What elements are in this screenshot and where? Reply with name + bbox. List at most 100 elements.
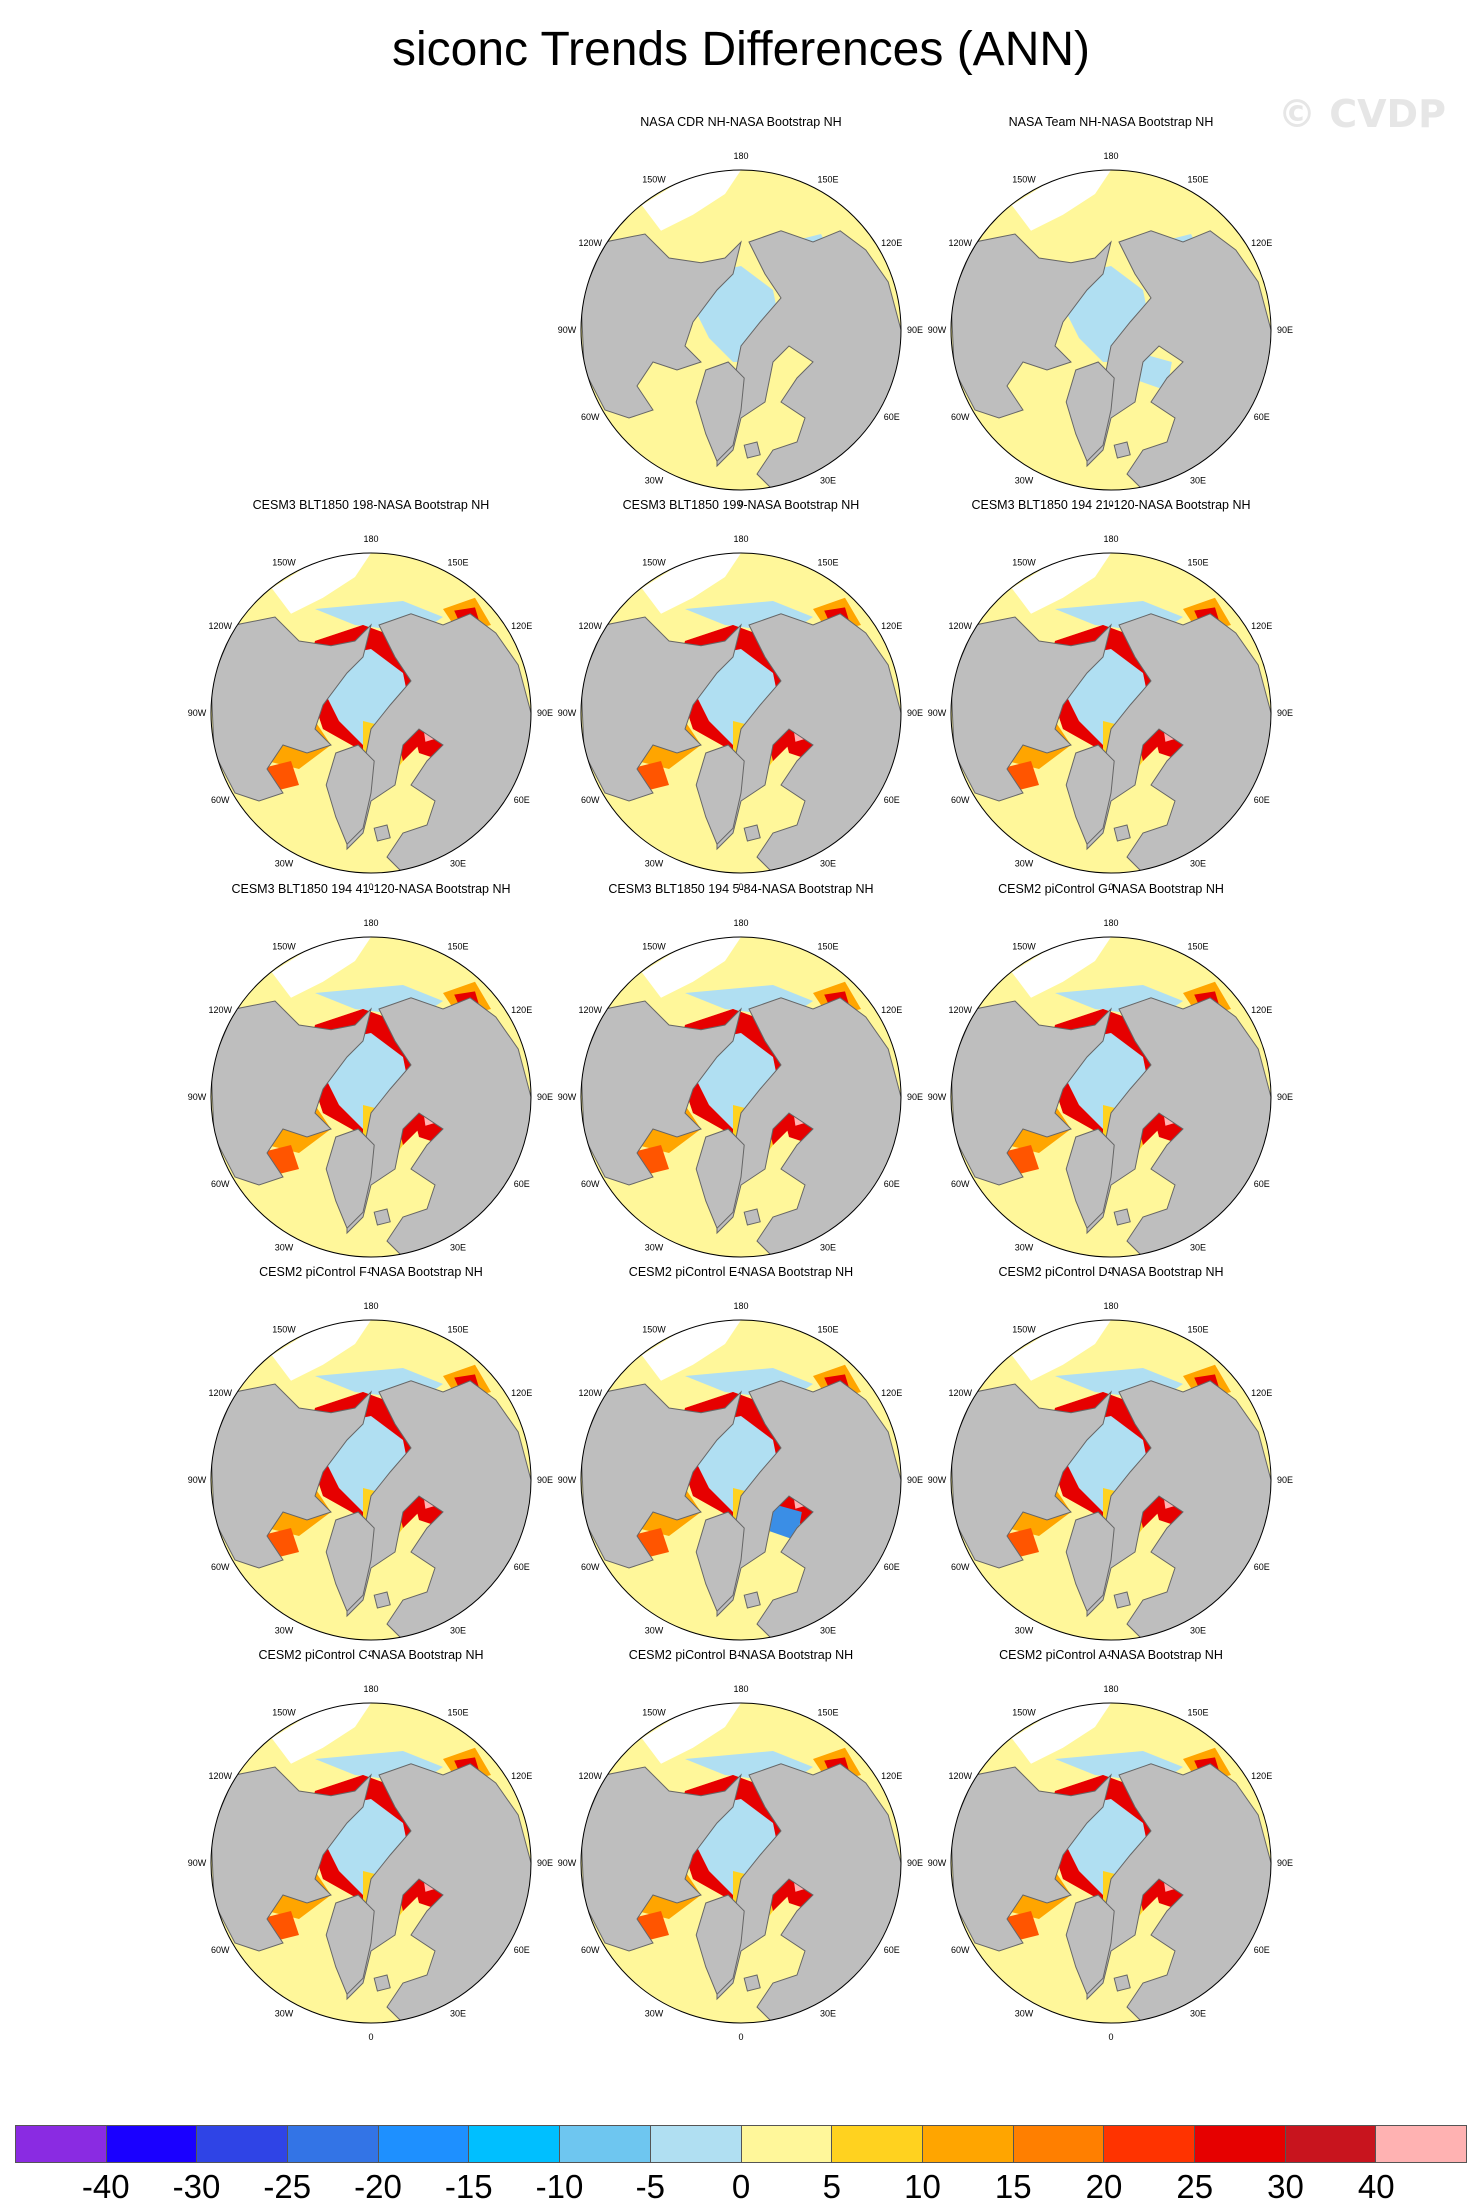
longitude-label: 30W bbox=[645, 476, 664, 486]
longitude-label: 180 bbox=[1103, 534, 1118, 544]
longitude-label: 120W bbox=[209, 621, 233, 631]
map-panel: CESM2 piControl E-NASA Bootstrap NH 180 15… bbox=[556, 1265, 926, 1659]
map-layers bbox=[581, 1703, 901, 2023]
iceland-land bbox=[743, 1591, 761, 1609]
longitude-label: 180 bbox=[733, 1684, 748, 1694]
map-panel: CESM3 BLT1850 194 5-84-NASA Bootstrap NH… bbox=[556, 882, 926, 1276]
kara-negative-region bbox=[769, 1504, 802, 1541]
missing-data-region bbox=[271, 553, 371, 614]
figure-title: siconc Trends Differences (ANN) bbox=[391, 23, 1090, 76]
longitude-label: 30W bbox=[275, 2009, 294, 2019]
polar-map: 180 150E 120E 90E 60E 30E 0 30W 60W 90W 120W 150W bbox=[188, 1684, 553, 2042]
map-panel: CESM2 piControl G-NASA Bootstrap NH 180 15… bbox=[926, 882, 1296, 1276]
map-panel: CESM2 piControl F-NASA Bootstrap NH 180 15… bbox=[186, 1265, 556, 1659]
missing-data-region bbox=[641, 1703, 741, 1764]
colorbar-tick-label: 20 bbox=[1085, 2168, 1123, 2205]
polar-map: 180 150E 120E 90E 60E 30E 0 30W 60W 90W 120W 150W bbox=[928, 1684, 1293, 2042]
missing-data-region bbox=[1011, 1703, 1111, 1764]
map-layers bbox=[951, 937, 1271, 1257]
polar-map: 180 150E 120E 90E 60E 30E 0 30W 60W 90W 120W 150W bbox=[928, 151, 1293, 509]
longitude-label: 90E bbox=[1277, 1092, 1293, 1102]
polar-map: 180 150E 120E 90E 60E 30E 0 30W 60W 90W 120W 150W bbox=[558, 918, 923, 1276]
map-outline bbox=[950, 169, 1272, 491]
colorbar-swatch bbox=[1194, 2126, 1286, 2162]
longitude-label: 120E bbox=[511, 621, 532, 631]
longitude-label: 60W bbox=[211, 1179, 230, 1189]
longitude-label: 60E bbox=[514, 1179, 530, 1189]
colorbar-tick-label: -25 bbox=[263, 2168, 312, 2205]
longitude-label: 180 bbox=[1103, 1684, 1118, 1694]
longitude-label: 90E bbox=[537, 1092, 553, 1102]
longitude-label: 120W bbox=[579, 1771, 603, 1781]
panel-title: CESM2 piControl C-NASA Bootstrap NH bbox=[258, 1648, 484, 1662]
north-america-land bbox=[581, 233, 742, 419]
longitude-label: 30W bbox=[645, 2009, 664, 2019]
longitude-label: 150E bbox=[447, 941, 468, 951]
longitude-label: 60E bbox=[514, 795, 530, 805]
panel-title: CESM2 piControl F-NASA Bootstrap NH bbox=[259, 1265, 483, 1279]
longitude-label: 90W bbox=[558, 1858, 577, 1868]
greenland-land bbox=[1065, 1894, 1115, 1996]
longitude-label: 60W bbox=[581, 1945, 600, 1955]
longitude-label: 150W bbox=[642, 557, 666, 567]
polar-map: 180 150E 120E 90E 60E 30E 0 30W 60W 90W 120W 150W bbox=[928, 534, 1293, 892]
north-america-land bbox=[951, 1000, 1112, 1186]
colorbar-tick-labels: -40 -30 -25 -20 -15 -10 -5 0 5 10 15 20 25 30 40 bbox=[0, 2168, 1482, 2208]
map-outline bbox=[950, 1702, 1272, 2024]
map-layers bbox=[211, 1320, 531, 1640]
map-outline bbox=[950, 1319, 1272, 1641]
longitude-label: 30E bbox=[820, 1626, 836, 1636]
longitude-label: 60W bbox=[581, 795, 600, 805]
longitude-label: 150E bbox=[447, 1707, 468, 1717]
panel-title: CESM3 BLT1850 194 21-120-NASA Bootstrap … bbox=[971, 498, 1251, 512]
map-outline bbox=[580, 1319, 902, 1641]
longitude-label: 30E bbox=[450, 1626, 466, 1636]
longitude-label: 180 bbox=[733, 918, 748, 928]
colorbar-tick-label: -40 bbox=[81, 2168, 130, 2205]
colorbar-tick-label: 25 bbox=[1176, 2168, 1214, 2205]
iceland-land bbox=[1113, 1208, 1131, 1226]
map-panel: CESM2 piControl B-NASA Bootstrap NH 180 15… bbox=[556, 1648, 926, 2042]
cvdp-watermark: © CVDP bbox=[1278, 92, 1446, 136]
map-outline bbox=[580, 936, 902, 1258]
longitude-label: 150W bbox=[642, 174, 666, 184]
longitude-label: 90E bbox=[1277, 325, 1293, 335]
panel-title: CESM2 piControl E-NASA Bootstrap NH bbox=[628, 1265, 854, 1279]
greenland-land bbox=[695, 1128, 745, 1230]
longitude-label: 150W bbox=[642, 941, 666, 951]
longitude-label: 150W bbox=[642, 1324, 666, 1334]
map-panel-grid: NASA CDR NH-NASA Bootstrap NH 180 150E 120E… bbox=[186, 115, 1296, 2042]
map-outline bbox=[210, 552, 532, 874]
map-layers bbox=[211, 937, 531, 1257]
north-america-land bbox=[581, 1383, 742, 1569]
iceland-land bbox=[373, 824, 391, 842]
longitude-label: 60E bbox=[884, 1179, 900, 1189]
longitude-label: 90W bbox=[928, 1475, 947, 1485]
longitude-label: 0 bbox=[738, 1649, 743, 1659]
longitude-label: 120E bbox=[881, 1771, 902, 1781]
colorbar-swatch bbox=[469, 2126, 561, 2162]
longitude-label: 150E bbox=[817, 1324, 838, 1334]
longitude-label: 90W bbox=[928, 1858, 947, 1868]
longitude-label: 60E bbox=[514, 1945, 530, 1955]
polar-map: 180 150E 120E 90E 60E 30E 0 30W 60W 90W 120W 150W bbox=[558, 151, 923, 509]
polar-map: 180 150E 120E 90E 60E 30E 0 30W 60W 90W 120W 150W bbox=[558, 1301, 923, 1659]
longitude-label: 30E bbox=[1190, 2009, 1206, 2019]
colorbar-swatch bbox=[106, 2126, 198, 2162]
polar-map: 180 150E 120E 90E 60E 30E 0 30W 60W 90W 120W 150W bbox=[188, 918, 553, 1276]
longitude-label: 120W bbox=[949, 1388, 973, 1398]
longitude-label: 180 bbox=[1103, 151, 1118, 161]
longitude-label: 30W bbox=[645, 1626, 664, 1636]
longitude-label: 90W bbox=[188, 1858, 207, 1868]
polar-map: 180 150E 120E 90E 60E 30E 0 30W 60W 90W 120W 150W bbox=[928, 1301, 1293, 1659]
map-layers bbox=[581, 170, 901, 490]
map-outline bbox=[580, 552, 902, 874]
longitude-label: 120E bbox=[1251, 621, 1272, 631]
longitude-label: 120E bbox=[511, 1388, 532, 1398]
longitude-label: 120E bbox=[1251, 238, 1272, 248]
panel-title: NASA Team NH-NASA Bootstrap NH bbox=[1008, 115, 1214, 129]
longitude-label: 0 bbox=[1108, 1266, 1113, 1276]
longitude-label: 0 bbox=[738, 882, 743, 892]
greenland-land bbox=[1065, 1511, 1115, 1613]
longitude-label: 150E bbox=[817, 1707, 838, 1717]
